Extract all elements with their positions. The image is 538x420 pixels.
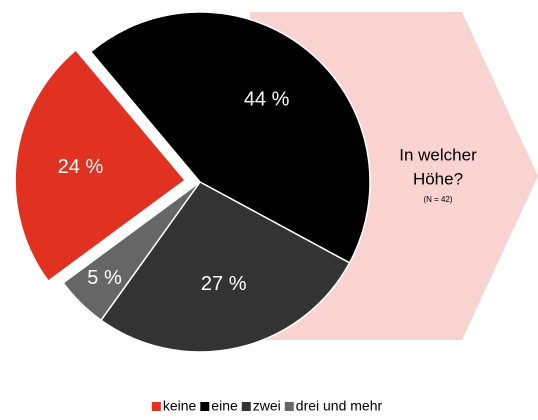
pie-slice — [89, 11, 371, 264]
pie-slice — [14, 48, 187, 283]
annotation-line: In welcher — [399, 145, 477, 164]
legend-swatch — [151, 402, 161, 411]
legend-label: zwei — [253, 398, 281, 414]
annotation-line: Höhe? — [413, 169, 463, 188]
legend-swatch — [200, 402, 210, 411]
legend-swatch — [284, 402, 294, 411]
legend: keine eine zwei drei und mehr — [151, 398, 383, 414]
legend-label: eine — [211, 398, 238, 414]
legend-swatch — [241, 402, 251, 411]
data-label: 24 % — [58, 156, 104, 178]
legend-label: drei und mehr — [296, 398, 383, 414]
data-label: 27 % — [201, 273, 247, 295]
annotation-note: (N = 42) — [423, 195, 452, 204]
legend-label: keine — [163, 398, 197, 414]
data-label: 5 % — [87, 267, 122, 289]
pie: 24 % 44 % 27 % 5 % — [14, 11, 371, 353]
pie-slice — [99, 181, 351, 353]
pie-slice — [62, 181, 201, 322]
data-label: 44 % — [244, 89, 290, 111]
